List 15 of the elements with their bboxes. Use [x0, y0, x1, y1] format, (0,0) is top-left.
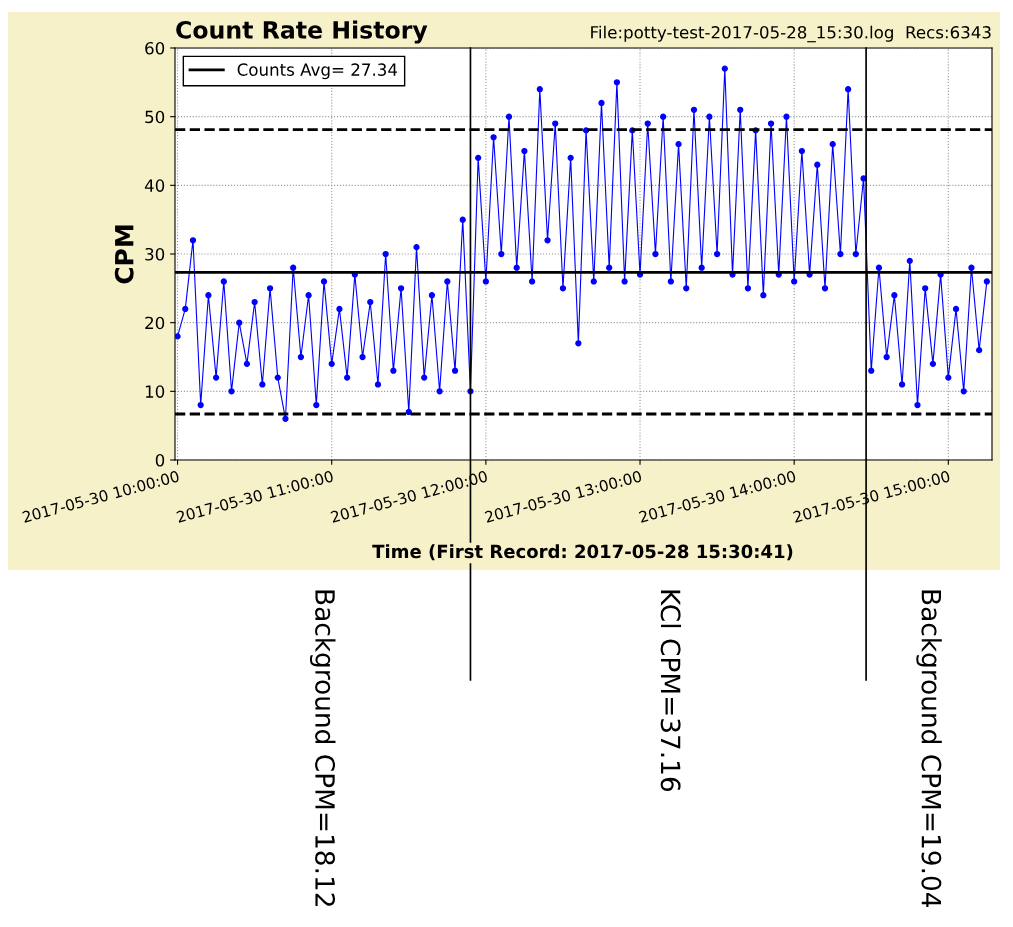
text: Background CPM=19.04 [916, 590, 942, 908]
text: Background CPM=18.12 [309, 590, 336, 906]
text: KCl CPM=37.16 [660, 590, 682, 792]
legend-label: Counts Avg= 27.34 [237, 63, 398, 80]
chart-subtitle: File:potty-test-2017-05-28_15:30.log Recs:6343 [591, 25, 991, 43]
y-tick-label: 40 [144, 179, 165, 192]
y-tick-label: 10 [145, 385, 165, 398]
y-axis-title: CPM [114, 225, 134, 284]
y-tick-label: 20 [145, 316, 165, 330]
y-tick-label: 0 [155, 453, 165, 467]
y-tick-label: 50 [145, 110, 165, 124]
y-tick-label: 30 [145, 247, 165, 261]
x-axis-title: Time (First Record: 2017-05-28 15:30:41) [372, 544, 793, 561]
y-tick-label: 60 [145, 41, 165, 55]
chart-title: Count Rate History [176, 20, 428, 44]
